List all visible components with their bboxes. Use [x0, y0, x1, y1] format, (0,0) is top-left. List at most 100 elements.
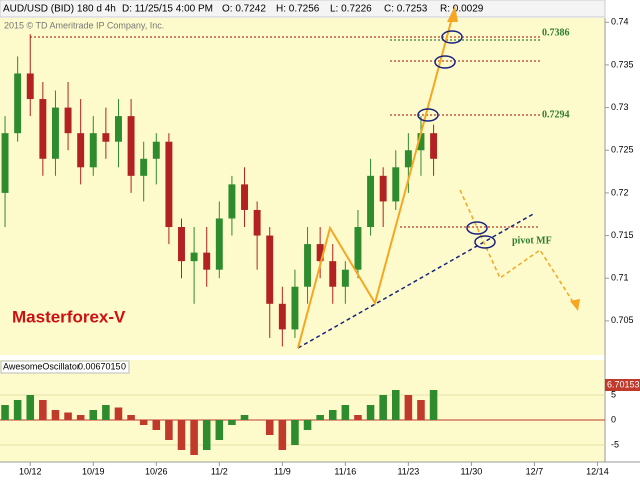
candle-body	[316, 244, 324, 262]
oscillator-bar	[26, 395, 35, 420]
candle-body	[203, 252, 211, 270]
x-tick-label: 11/16	[334, 466, 356, 476]
readout: O: 0.7242	[222, 4, 266, 15]
header: AUD/USD (BID) 180 d 4h D: 11/25/15 4:00 …	[0, 0, 606, 18]
x-tick-label: 11/2	[211, 466, 228, 476]
oscillator-bar	[127, 415, 135, 420]
candle-body	[51, 107, 59, 159]
oscillator-bar	[202, 420, 211, 450]
candle-body	[266, 235, 274, 304]
oscillator-bar	[417, 400, 425, 420]
candle-body	[14, 73, 22, 134]
candle-body	[417, 133, 425, 151]
legend-box	[0, 360, 130, 374]
pivot-label: pivot MF	[512, 235, 552, 246]
candle-body	[354, 227, 362, 270]
candle-body	[64, 107, 72, 134]
arrow-head	[570, 299, 580, 311]
y-tick-label: 0.735	[611, 59, 634, 69]
oscillator-bar	[190, 420, 198, 455]
candle-body	[102, 133, 110, 142]
oscillator-bar	[328, 410, 337, 420]
candle-body	[304, 244, 312, 287]
x-tick-label: 12/14	[586, 466, 609, 476]
candle-body	[329, 261, 337, 287]
oscillator-bar	[379, 395, 387, 420]
oscillator-bar	[1, 405, 9, 420]
oscillator-bar	[76, 415, 85, 420]
drawings	[297, 6, 580, 349]
candle-body	[165, 141, 173, 228]
candles	[1, 34, 438, 347]
oscillator-setting: 0	[121, 361, 126, 371]
last-value-box	[605, 379, 640, 391]
oscillator-bar	[391, 390, 400, 420]
x-tick-label: 11/23	[397, 466, 419, 476]
projection	[459, 189, 576, 306]
trend-line	[297, 212, 536, 349]
level-label: 0.7386	[542, 27, 570, 38]
x-tick-label: 10/26	[145, 466, 168, 476]
candle-body	[253, 209, 261, 236]
marker	[434, 55, 456, 69]
candle-body	[392, 167, 400, 202]
oscillator-header: AwesomeOscillator 0.0067015 0	[0, 360, 130, 374]
oscillator-bar	[215, 420, 224, 440]
y-tick-label: 0.73	[611, 102, 629, 112]
candle-body	[26, 73, 34, 100]
oscillator-bar	[139, 420, 148, 425]
readout: H: 0.7256	[276, 4, 320, 15]
last-value: 6.70153	[607, 379, 640, 389]
oscillator-bar	[316, 415, 324, 420]
y-tick-label: 0.71	[611, 273, 629, 283]
candle-body	[190, 252, 198, 262]
oscillator-bar	[354, 415, 362, 420]
y-tick-label: 0.725	[611, 145, 634, 155]
oscillator-bar	[366, 405, 375, 420]
candle-body	[140, 158, 148, 176]
readout: C: 0.7253	[384, 4, 428, 15]
oscillator-bar	[114, 407, 123, 420]
candle-body	[278, 303, 286, 330]
candle-body	[367, 175, 375, 228]
oscillator-title: AwesomeOscillator	[3, 361, 80, 371]
oscillator-bar	[152, 420, 161, 430]
y-tick-label: 0	[611, 414, 616, 424]
oscillator-bar	[341, 405, 350, 420]
price-panel	[0, 18, 605, 355]
candle-body	[404, 150, 412, 168]
candle-body	[152, 141, 160, 159]
candle-body	[430, 133, 438, 159]
oscillator-bar	[228, 420, 236, 425]
x-tick-label: 10/12	[19, 466, 42, 476]
oscillator-bar	[102, 405, 110, 420]
candle-body	[228, 184, 236, 219]
candle-body	[291, 286, 299, 330]
oscillator-bar	[303, 420, 312, 430]
oscillator-bar	[291, 420, 299, 445]
oscillator-bar	[429, 390, 438, 420]
candle-body	[341, 269, 349, 287]
readout: L: 0.7226	[330, 4, 372, 15]
oscillator-bar	[278, 420, 287, 450]
watermark: Masterforex-V	[12, 307, 126, 326]
y-tick-label: 0.705	[611, 315, 634, 325]
marker	[417, 108, 439, 122]
oscillator-bar	[265, 420, 274, 435]
marker	[441, 30, 463, 44]
y-tick-label: -5	[611, 439, 619, 449]
readout: D: 11/25/15 4:00 PM	[122, 4, 213, 15]
levels	[30, 36, 540, 228]
oscillator-readout: 0.0067015	[78, 361, 121, 371]
candle-body	[39, 99, 47, 159]
marker	[466, 221, 488, 235]
candle-body	[89, 133, 97, 168]
oscillator-bar	[240, 415, 249, 420]
y-tick-label: 0.72	[611, 187, 629, 197]
candle-body	[215, 218, 223, 270]
y-tick-label: 5	[611, 389, 616, 399]
y-tick-label: 0.74	[611, 17, 629, 27]
candle-body	[1, 133, 9, 193]
